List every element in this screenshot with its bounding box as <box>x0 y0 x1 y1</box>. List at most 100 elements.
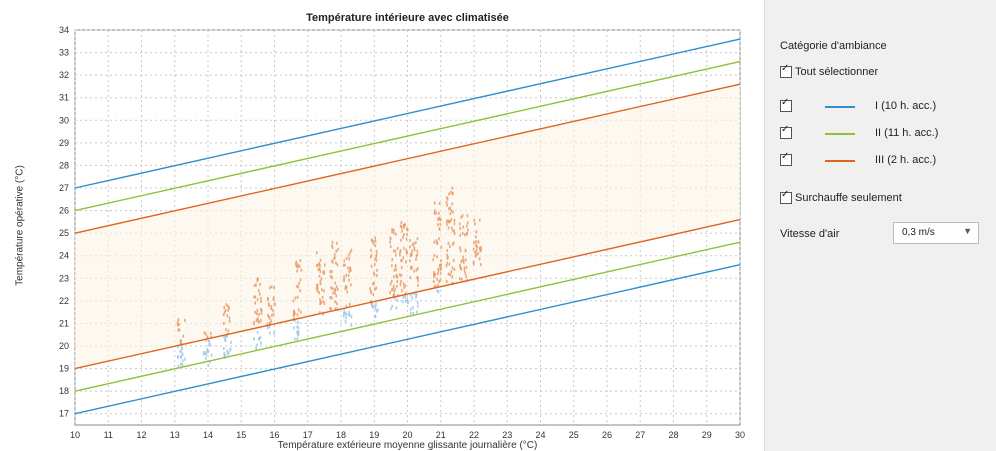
scatter-point <box>322 270 324 274</box>
scatter-point <box>406 232 408 236</box>
scatter-point <box>369 255 372 259</box>
panel-title: Catégorie d'ambiance <box>780 40 887 52</box>
scatter-point <box>474 254 477 258</box>
scatter-point <box>438 227 441 231</box>
category-row-2[interactable]: II (11 h. acc.) <box>780 124 980 141</box>
scatter-point <box>480 248 482 252</box>
chart-area: 10 11 12 13 14 15 16 17 18 19 20 21 22 23 24 25 26 27 28 29… <box>14 12 746 451</box>
scatter-point <box>415 257 417 261</box>
scatter-point <box>336 263 339 267</box>
scatter-point <box>438 201 441 205</box>
scatter-point <box>349 313 351 317</box>
scatter-point <box>416 266 419 270</box>
scatter-point <box>466 224 468 228</box>
scatter-point <box>205 332 207 336</box>
scatter-point <box>416 249 419 253</box>
x-tick-label: 30 <box>735 430 745 440</box>
scatter-point <box>223 335 225 339</box>
scatter-point <box>203 331 206 335</box>
scatter-point <box>447 219 449 223</box>
scatter-point <box>416 253 419 257</box>
scatter-point <box>256 312 258 316</box>
scatter-point <box>299 278 302 282</box>
y-tick-label: 20 <box>59 341 69 351</box>
category-row-3[interactable]: III (2 h. acc.) <box>780 151 980 168</box>
scatter-point <box>374 236 376 240</box>
scatter-point <box>406 250 408 254</box>
scatter-point <box>373 281 375 285</box>
scatter-point <box>297 329 300 333</box>
x-tick-label: 19 <box>369 430 379 440</box>
x-tick-label: 27 <box>635 430 645 440</box>
scatter-point <box>437 283 439 287</box>
scatter-point <box>270 285 273 289</box>
scatter-point <box>475 243 477 247</box>
scatter-point <box>433 240 436 244</box>
scatter-point <box>334 291 336 295</box>
scatter-point <box>400 266 403 270</box>
checkbox-icon <box>780 124 792 140</box>
scatter-point <box>403 226 405 230</box>
scatter-point <box>390 307 392 311</box>
comfort-line-II-lower <box>74 241 741 392</box>
scatter-point <box>273 286 275 290</box>
overheat-only-checkbox[interactable]: Surchauffe seulement <box>780 189 902 205</box>
scatter-point <box>323 301 326 305</box>
scatter-point <box>257 289 260 293</box>
scatter-point <box>253 295 255 299</box>
scatter-point <box>414 241 417 245</box>
scatter-point <box>402 233 405 237</box>
scatter-point <box>347 312 350 316</box>
scatter-point <box>446 196 448 200</box>
scatter-point <box>348 257 351 261</box>
scatter-point <box>260 296 262 300</box>
scatter-point <box>176 321 179 325</box>
scatter-point <box>224 338 226 342</box>
scatter-point <box>319 282 322 286</box>
scatter-point <box>393 275 395 279</box>
scatter-point <box>395 274 398 278</box>
scatter-point <box>255 318 258 322</box>
y-tick-label: 19 <box>59 364 69 374</box>
scatter-point <box>436 277 439 281</box>
scatter-point <box>450 209 453 213</box>
scatter-point <box>374 239 377 243</box>
scatter-point <box>372 305 375 309</box>
comfort-line-II-upper <box>74 60 741 212</box>
scatter-point <box>415 268 418 272</box>
scatter-point <box>297 308 300 312</box>
scatter-point <box>465 265 468 269</box>
scatter-point <box>445 280 448 284</box>
scatter-point <box>396 246 399 250</box>
scatter-point <box>320 301 322 305</box>
scatter-point <box>223 351 226 355</box>
scatter-point <box>477 240 480 244</box>
scatter-point <box>478 218 481 222</box>
scatter-point <box>374 307 377 311</box>
scatter-point <box>394 264 397 268</box>
category-row-1[interactable]: I (10 h. acc.) <box>780 97 980 114</box>
y-tick-label: 26 <box>59 206 69 216</box>
scatter-point <box>435 239 438 243</box>
scatter-point <box>437 290 440 294</box>
scatter-point <box>256 279 259 283</box>
select-all-checkbox[interactable]: Tout sélectionner <box>780 63 878 79</box>
scatter-point <box>459 246 461 250</box>
scatter-point <box>316 283 318 287</box>
scatter-point <box>272 296 275 300</box>
scatter-point <box>433 273 435 277</box>
scatter-point <box>409 276 412 280</box>
scatter-point <box>405 260 407 264</box>
scatter-point <box>433 270 435 274</box>
scatter-point <box>205 356 207 360</box>
scatter-point <box>461 258 464 262</box>
scatter-point <box>373 271 375 275</box>
x-tick-label: 28 <box>668 430 678 440</box>
air-speed-value: 0,3 m/s <box>902 227 935 238</box>
scatter-point <box>391 264 393 268</box>
scatter-point <box>411 266 413 270</box>
scatter-point <box>227 304 229 308</box>
scatter-point <box>336 241 338 245</box>
scatter-point <box>399 273 401 277</box>
air-speed-select[interactable]: 0,3 m/s ▼ <box>893 222 979 244</box>
